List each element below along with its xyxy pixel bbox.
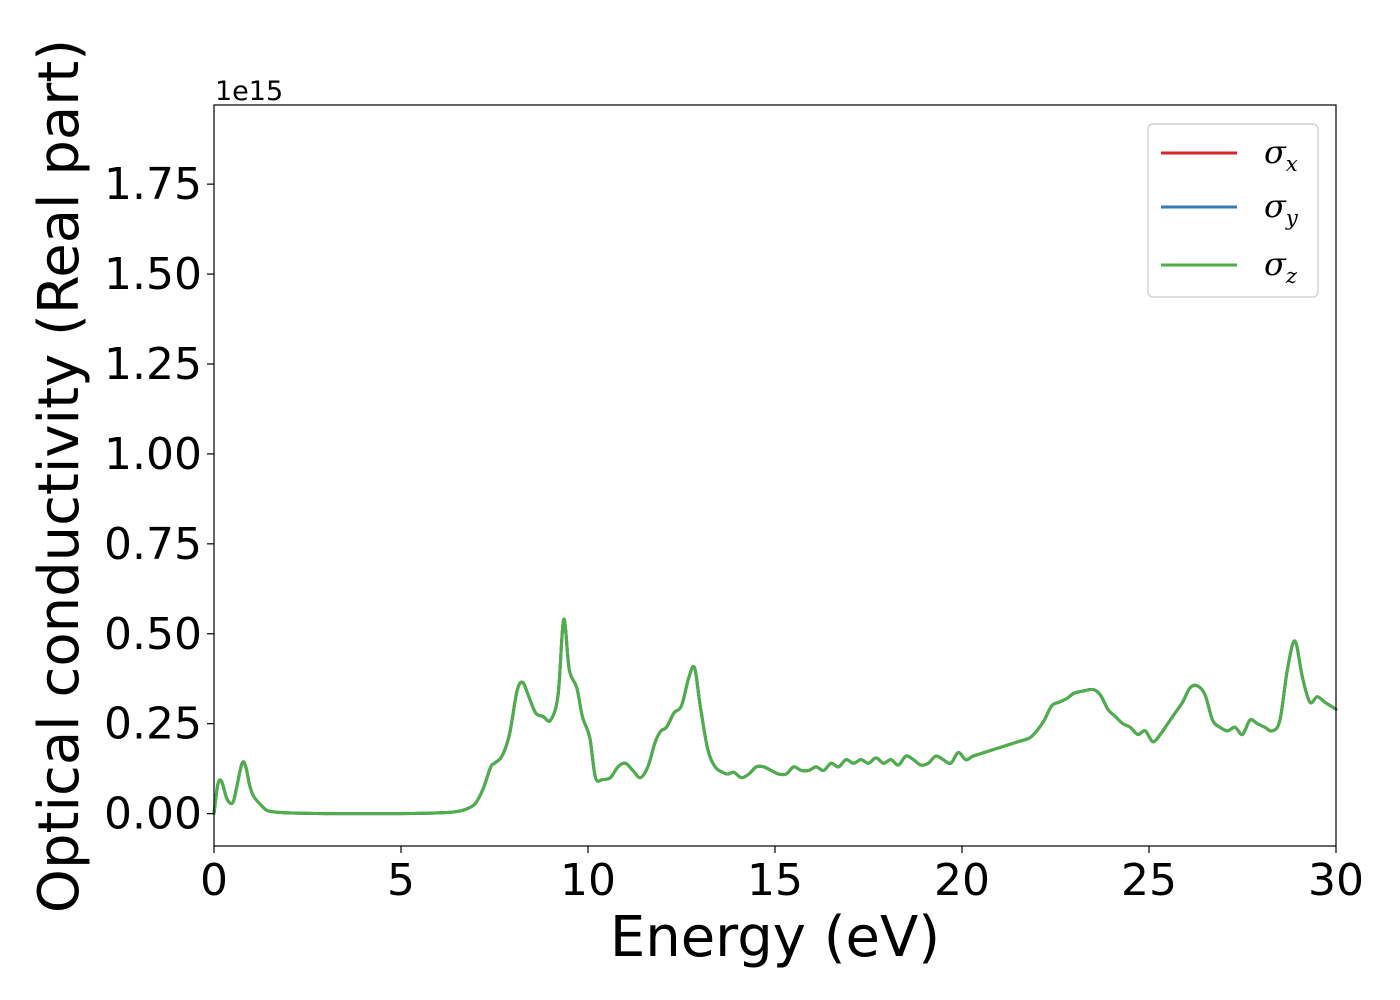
legend-label-sigma-x: σx [1264, 133, 1298, 176]
y-tick-label: 0.25 [104, 699, 202, 750]
legend-box [1147, 123, 1319, 298]
y-axis-title: Optical conductivity (Real part) [27, 39, 92, 913]
legend-symbol: σ [1264, 133, 1287, 171]
legend-subscript: z [1285, 264, 1298, 288]
x-tick-label: 0 [200, 855, 228, 906]
series-layer [212, 617, 1338, 816]
x-axis-ticks: 0 5 10 15 20 25 30 [200, 846, 1364, 906]
y-tick-label: 0.75 [104, 519, 202, 570]
x-tick-label: 30 [1308, 855, 1364, 906]
legend-subscript: x [1286, 152, 1298, 176]
x-tick-label: 5 [387, 855, 415, 906]
series-line-sigma-x [212, 617, 1338, 816]
legend-label-sigma-y: σy [1264, 187, 1299, 230]
y-tick-label: 1.75 [104, 159, 202, 210]
y-tick-label: 0.50 [104, 609, 202, 660]
y-offset-label: 1e15 [215, 76, 283, 107]
x-tick-label: 25 [1121, 855, 1177, 906]
x-tick-label: 15 [747, 855, 803, 906]
x-tick-label: 20 [934, 855, 990, 906]
series-line-sigma-y [212, 617, 1338, 816]
legend-symbol: σ [1264, 187, 1287, 225]
x-tick-label: 10 [560, 855, 616, 906]
y-tick-label: 1.25 [104, 339, 202, 390]
legend-subscript: y [1285, 206, 1299, 230]
y-tick-label: 1.00 [104, 429, 202, 480]
legend-symbol: σ [1264, 245, 1287, 283]
series-line-sigma-z [212, 617, 1338, 816]
y-tick-label: 1.50 [104, 249, 202, 300]
y-axis-ticks: 0.00 0.25 0.50 0.75 1.00 1.25 1.50 1.75 [104, 159, 214, 840]
legend-label-sigma-z: σz [1264, 245, 1298, 288]
x-axis-title: Energy (eV) [610, 905, 940, 970]
y-tick-label: 0.00 [104, 789, 202, 840]
